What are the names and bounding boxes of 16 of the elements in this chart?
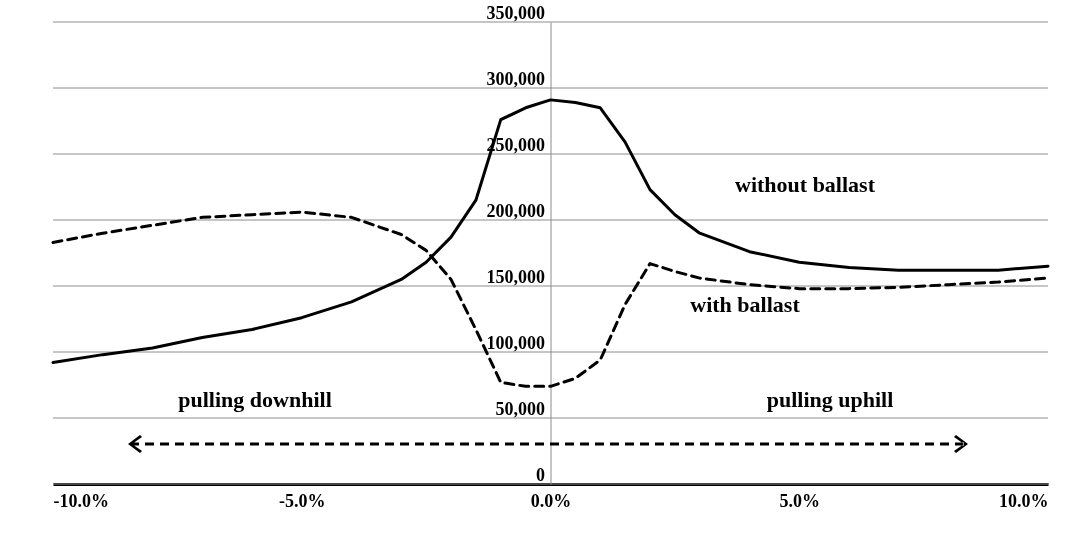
x-tick-label: 0.0% xyxy=(530,490,572,511)
annotation: pulling downhill xyxy=(178,387,332,412)
y-tick-label: 300,000 xyxy=(486,68,545,89)
y-tick-label: 350,000 xyxy=(486,2,545,23)
text: without ballast xyxy=(735,172,876,197)
x-tick-label: 10.0% xyxy=(999,490,1049,511)
x-tick-label: -10.0% xyxy=(53,490,109,511)
annotation: pulling uphill xyxy=(766,387,894,412)
series-label: with ballast xyxy=(690,292,801,317)
y-tick-label: 50,000 xyxy=(495,398,545,419)
y-tick-label: 100,000 xyxy=(486,332,545,353)
x-tick-label: 5.0% xyxy=(779,490,820,511)
y-tick-label: 200,000 xyxy=(486,200,545,221)
y-tick-label: 150,000 xyxy=(486,266,545,287)
x-tick-label: -5.0% xyxy=(279,490,326,511)
y-tick-label: 0 xyxy=(536,464,545,485)
